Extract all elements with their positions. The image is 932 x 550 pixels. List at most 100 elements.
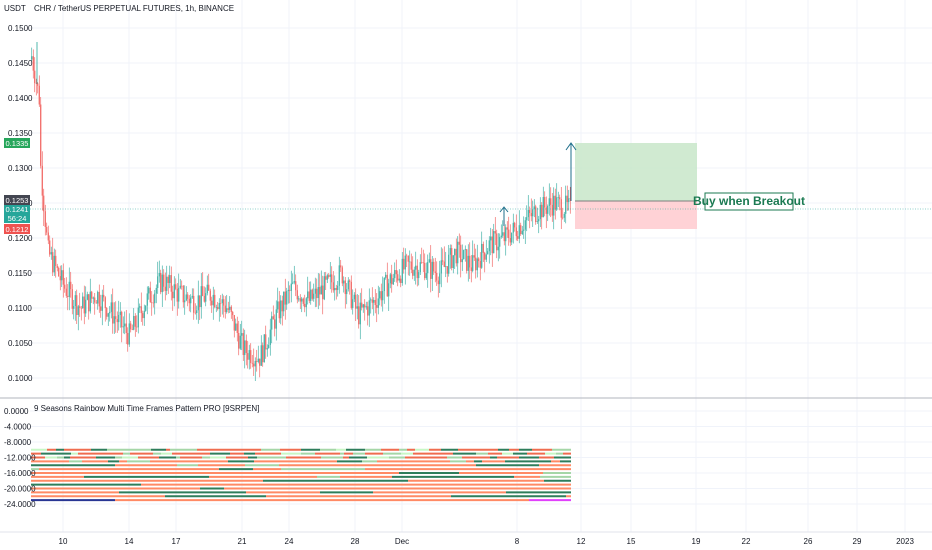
candle-body bbox=[400, 278, 402, 284]
indicator-band-segment bbox=[552, 448, 571, 451]
candle-body bbox=[386, 274, 388, 297]
indicator-band-segment bbox=[276, 460, 299, 463]
price-tick-label: 0.1150 bbox=[8, 269, 32, 278]
candle-body bbox=[139, 306, 141, 308]
candle-body bbox=[310, 289, 312, 301]
indicator-band-segment bbox=[105, 452, 123, 455]
time-tick-label: 28 bbox=[351, 537, 360, 546]
indicator-band-segment bbox=[299, 460, 313, 463]
candle-body bbox=[227, 308, 229, 310]
candle-body bbox=[389, 274, 391, 284]
indicator-band-segment bbox=[71, 448, 91, 451]
candle-body bbox=[79, 306, 81, 308]
indicator-band-segment bbox=[113, 479, 240, 482]
annotation-box[interactable] bbox=[704, 192, 794, 211]
candle-body bbox=[242, 333, 244, 356]
indicator-band-segment bbox=[210, 456, 226, 459]
candle-body bbox=[214, 294, 216, 308]
candle-body bbox=[202, 286, 204, 296]
candle-body bbox=[562, 217, 564, 219]
candle-body bbox=[200, 286, 202, 308]
candle-body bbox=[86, 294, 88, 300]
indicator-band-segment bbox=[89, 460, 108, 463]
candle-body bbox=[284, 291, 286, 305]
time-axis: 10 14 17 21 24 28 Dec 8 12 15 19 22 26 29 2023 bbox=[59, 537, 915, 546]
candle-body bbox=[515, 227, 517, 237]
candle-body bbox=[110, 302, 112, 312]
candle-body bbox=[314, 288, 316, 294]
candle-body bbox=[281, 300, 283, 312]
indicator-tick-label: -4.0000 bbox=[4, 423, 32, 432]
candle-body bbox=[419, 262, 421, 273]
indicator-band-segment bbox=[520, 483, 571, 486]
candle-body bbox=[266, 348, 268, 350]
indicator-band-segment bbox=[226, 456, 248, 459]
candle-body bbox=[224, 305, 226, 313]
indicator-band-segment bbox=[255, 452, 277, 455]
candle-body bbox=[554, 195, 556, 210]
candle-body bbox=[262, 345, 264, 363]
price-tick-label: 0.1300 bbox=[8, 164, 33, 173]
indicator-band-segment bbox=[279, 464, 382, 467]
indicator-band-segment bbox=[107, 448, 130, 451]
indicator-band-segment bbox=[399, 448, 407, 451]
candle-body bbox=[557, 197, 559, 198]
candle-body bbox=[145, 305, 147, 311]
candle-body bbox=[160, 272, 162, 293]
candle-body bbox=[199, 295, 201, 308]
indicator-band-segment bbox=[248, 456, 257, 459]
candle-body bbox=[356, 306, 358, 309]
candle-body bbox=[434, 271, 436, 273]
candle-body bbox=[469, 255, 471, 268]
candles bbox=[31, 42, 571, 381]
candle-body bbox=[274, 319, 276, 329]
candle-body bbox=[422, 262, 424, 264]
candle-body bbox=[161, 274, 163, 293]
indicator-band-segment bbox=[332, 460, 337, 463]
candle-body bbox=[239, 335, 241, 349]
candle-body bbox=[545, 207, 547, 214]
indicator-band-segment bbox=[44, 479, 113, 482]
candle-body bbox=[331, 274, 333, 283]
indicator-band-segment bbox=[261, 448, 280, 451]
indicator-tick-label: 0.0000 bbox=[4, 407, 29, 416]
time-tick-label: 15 bbox=[627, 537, 636, 546]
indicator-band-segment bbox=[138, 456, 159, 459]
candle-body bbox=[280, 300, 282, 319]
indicator-band-segment bbox=[31, 464, 71, 467]
candle-body bbox=[299, 298, 301, 302]
candle-body bbox=[163, 274, 165, 287]
candle-body bbox=[179, 285, 181, 288]
stop-zone[interactable] bbox=[575, 201, 697, 229]
indicator-band-segment bbox=[336, 448, 346, 451]
candle-body bbox=[59, 276, 61, 281]
indicator-band-segment bbox=[405, 456, 416, 459]
indicator-band-segment bbox=[266, 472, 288, 474]
indicator-band-segment bbox=[560, 460, 564, 463]
candle-body bbox=[290, 283, 292, 291]
indicator-band-segment bbox=[519, 456, 539, 459]
indicator-band-segment bbox=[506, 491, 571, 494]
candle-body bbox=[226, 308, 228, 313]
time-tick-label: 12 bbox=[577, 537, 586, 546]
candle-body bbox=[100, 306, 102, 311]
indicator-band-segment bbox=[337, 460, 346, 463]
candle-body bbox=[247, 353, 249, 360]
candle-body bbox=[454, 248, 456, 256]
candle-body bbox=[301, 298, 303, 302]
candle-body bbox=[485, 254, 487, 260]
indicator-band-segment bbox=[31, 483, 141, 486]
indicator-band-segment bbox=[514, 475, 540, 478]
candle-body bbox=[416, 265, 418, 279]
candle-body bbox=[529, 209, 531, 214]
indicator-band-segment bbox=[31, 468, 39, 471]
candle-body bbox=[440, 260, 442, 274]
target-zone[interactable] bbox=[575, 143, 697, 201]
candle-body bbox=[367, 306, 369, 316]
candle-body bbox=[523, 229, 525, 231]
indicator-band-segment bbox=[290, 491, 320, 494]
candle-body bbox=[347, 280, 349, 290]
indicator-band-segment bbox=[228, 460, 232, 463]
price-tag-last: 0.1241 56:24 bbox=[4, 205, 30, 223]
